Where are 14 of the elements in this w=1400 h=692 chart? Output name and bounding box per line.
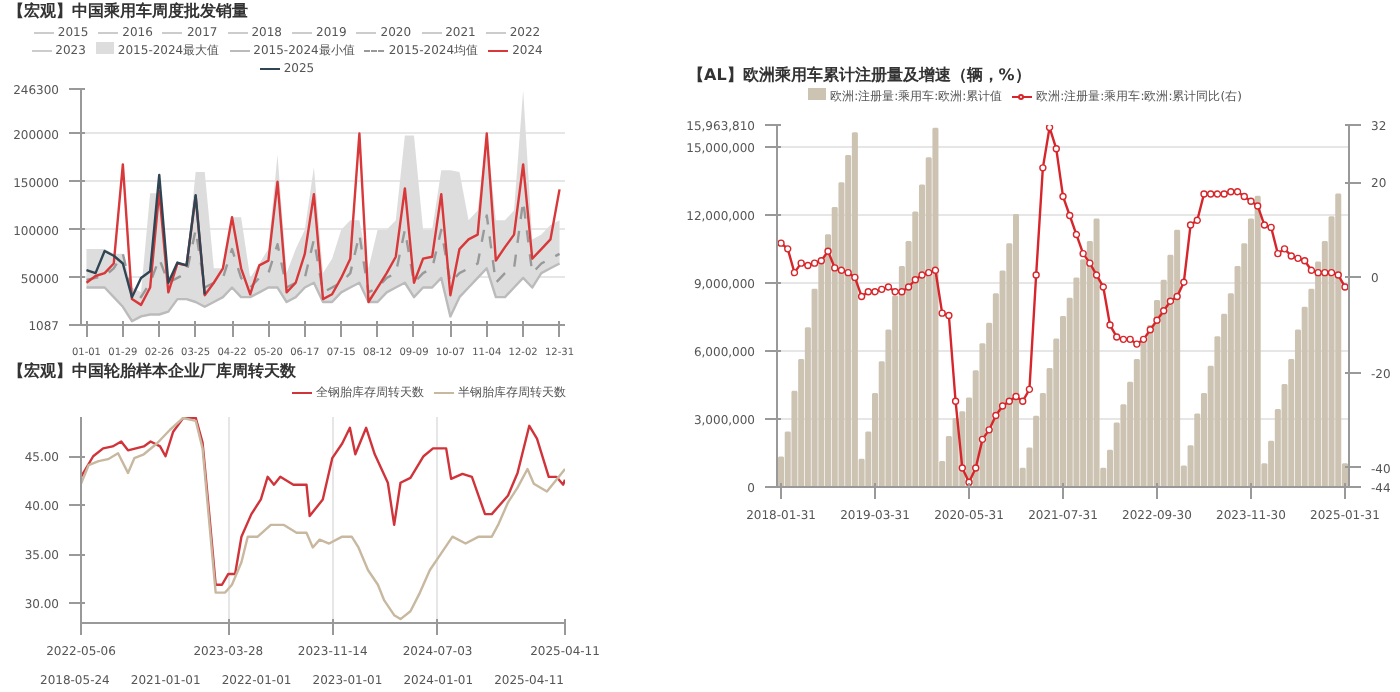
bar bbox=[1174, 229, 1181, 487]
chart-title: 【宏观】中国轮胎样本企业厂库周转天数 bbox=[8, 360, 298, 383]
bar bbox=[1012, 213, 1020, 487]
bar bbox=[1093, 218, 1100, 487]
line-series bbox=[85, 132, 561, 307]
chart-title: 【宏观】中国乘用车周度批发销量 bbox=[8, 0, 250, 23]
line-series bbox=[85, 173, 206, 299]
line-series bbox=[81, 417, 565, 586]
bar bbox=[1335, 193, 1342, 487]
bar bbox=[932, 127, 939, 487]
chart-title: 【AL】欧洲乘用车累计注册量及增速（辆，%） bbox=[688, 64, 1033, 87]
bar bbox=[851, 132, 858, 487]
line-series bbox=[85, 262, 561, 323]
bar bbox=[1254, 195, 1261, 487]
